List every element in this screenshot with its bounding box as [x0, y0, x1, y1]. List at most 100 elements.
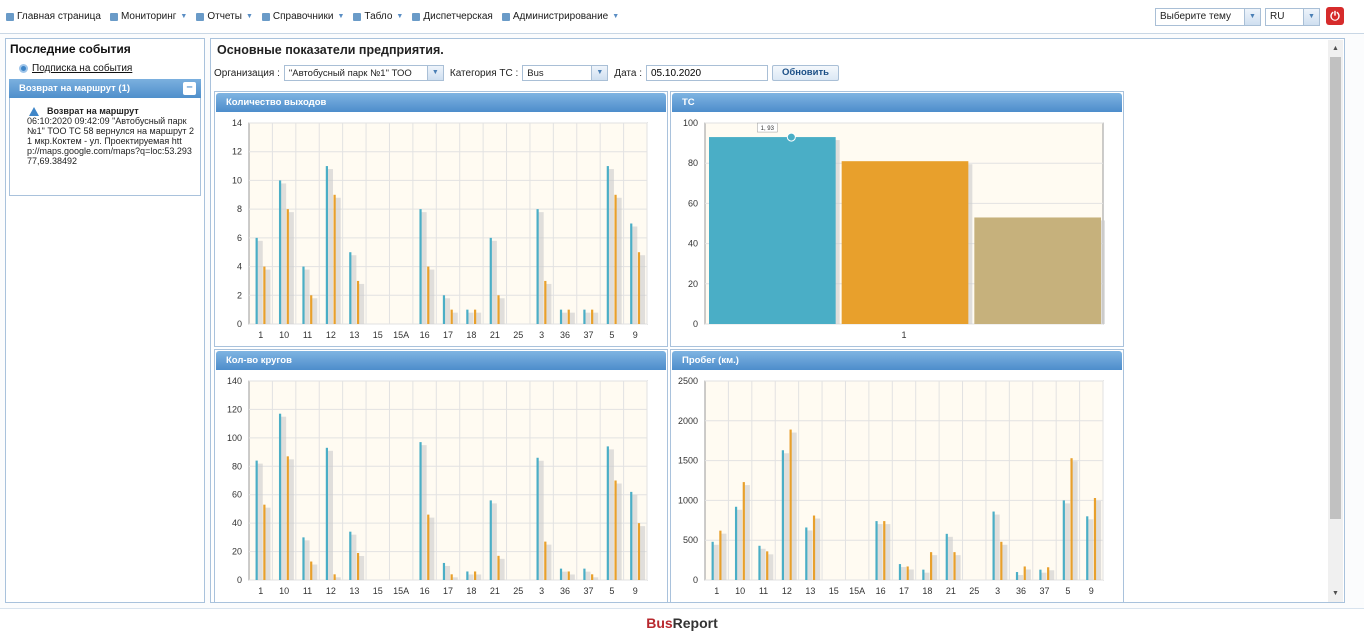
menu-item-label: Главная страница — [17, 11, 101, 22]
bar — [466, 571, 469, 580]
bar-shadow — [499, 558, 505, 580]
bullet-icon — [19, 64, 28, 73]
x-tick-label: 1 — [901, 330, 906, 340]
organization-select[interactable]: "Автобусный парк №1" ТОО ▼ — [283, 65, 444, 81]
event-group-header[interactable]: Возврат на маршрут (1) – — [9, 79, 201, 98]
y-tick-label: 2500 — [678, 376, 698, 386]
event-title-text: Возврат на маршрут — [47, 106, 139, 116]
plot-area — [704, 380, 1104, 581]
bar-shadow — [475, 312, 482, 324]
bar-shadow — [351, 255, 357, 324]
x-tick-label: 25 — [513, 330, 523, 340]
x-tick-label: 10 — [735, 586, 745, 596]
y-tick-label: 0 — [237, 575, 242, 585]
bar — [1000, 541, 1003, 580]
bar-shadow — [632, 494, 638, 580]
refresh-button[interactable]: Обновить — [772, 65, 839, 81]
report-icon — [196, 12, 205, 21]
bar-shadow — [1041, 572, 1047, 580]
menu-item-3[interactable]: Справочники ▼ — [261, 11, 344, 22]
bar-shadow — [713, 544, 719, 580]
bar — [419, 209, 422, 324]
language-select[interactable]: RU ▼ — [1265, 8, 1320, 26]
bar-shadow — [814, 518, 821, 580]
x-tick-label: 37 — [1039, 586, 1049, 596]
scrollbar[interactable]: ▲ ▼ — [1328, 40, 1343, 602]
x-tick-label: 15А — [849, 586, 865, 596]
x-tick-label: 36 — [560, 586, 570, 596]
bar-shadow — [452, 312, 458, 324]
bar-shadow — [994, 514, 1000, 580]
bar-shadow — [561, 571, 568, 580]
subscribe-events-link[interactable]: Подписка на события — [19, 63, 204, 74]
category-select-value: Bus — [527, 68, 544, 79]
bar — [450, 309, 453, 324]
bar — [255, 460, 258, 580]
chevron-down-icon[interactable]: ▼ — [1303, 9, 1319, 25]
bar — [766, 551, 769, 580]
bar — [442, 562, 446, 580]
bar-shadow — [475, 574, 482, 580]
bar-shadow — [335, 577, 341, 580]
chevron-down-icon: ▼ — [396, 13, 404, 20]
bar-shadow — [421, 445, 427, 580]
chevron-down-icon[interactable]: ▼ — [426, 66, 443, 80]
point-marker — [786, 132, 796, 142]
bar — [883, 521, 886, 580]
bar — [1086, 516, 1089, 580]
bar-shadow — [616, 197, 622, 324]
scroll-up-icon[interactable]: ▲ — [1332, 45, 1339, 52]
bar-shadow — [1049, 570, 1055, 580]
bar-shadow — [444, 565, 451, 580]
chevron-down-icon[interactable]: ▼ — [591, 66, 608, 80]
x-tick-label: 13 — [805, 586, 815, 596]
bar-shadow — [608, 449, 614, 580]
chevron-down-icon[interactable]: ▼ — [1244, 9, 1260, 25]
bar — [789, 429, 792, 580]
bar — [875, 521, 878, 580]
scrollbar-thumb[interactable] — [1330, 57, 1341, 519]
bar — [945, 533, 948, 580]
y-tick-label: 1000 — [678, 495, 698, 505]
theme-select[interactable]: Выберите тему ▼ — [1155, 8, 1261, 26]
menu-item-4[interactable]: Табло ▼ — [353, 11, 403, 22]
menu-item-0[interactable]: Главная страница — [6, 11, 101, 22]
bar — [1047, 567, 1050, 580]
home-icon — [6, 12, 14, 21]
bar — [637, 523, 641, 580]
bar-shadow — [312, 298, 318, 324]
menu-item-2[interactable]: Отчеты ▼ — [196, 11, 253, 22]
x-tick-label: 36 — [560, 330, 570, 340]
power-icon[interactable]: ⏻ — [1326, 7, 1344, 25]
x-tick-label: 13 — [349, 330, 359, 340]
menu-item-5[interactable]: Диспетчерская — [412, 11, 493, 22]
gear-icon — [501, 12, 510, 21]
bar — [630, 223, 633, 324]
bar — [992, 511, 995, 580]
scroll-down-icon[interactable]: ▼ — [1332, 590, 1339, 597]
x-tick-label: 15А — [393, 586, 409, 596]
menu-item-1[interactable]: Мониторинг ▼ — [109, 11, 188, 22]
category-select[interactable]: Bus ▼ — [522, 65, 609, 81]
bar — [614, 480, 617, 580]
bar-shadow — [538, 460, 544, 580]
bar — [325, 447, 328, 580]
bar-shadow — [429, 517, 435, 580]
bar-shadow — [744, 485, 750, 580]
collapse-icon[interactable]: – — [183, 82, 196, 95]
chevron-down-icon: ▼ — [180, 13, 188, 20]
bar-shadow — [616, 483, 622, 580]
bar-shadow — [351, 534, 357, 580]
bar — [497, 295, 500, 324]
bar-shadow — [877, 524, 883, 580]
bar — [473, 309, 477, 324]
menu-item-6[interactable]: Администрирование ▼ — [501, 11, 619, 22]
bar — [591, 309, 594, 324]
bar — [929, 552, 933, 580]
x-tick-label: 18 — [466, 586, 476, 596]
bar-shadow — [885, 524, 891, 580]
x-tick-label: 15 — [373, 586, 383, 596]
bar — [489, 237, 492, 324]
bar-shadow — [561, 312, 568, 324]
date-input[interactable] — [646, 65, 768, 81]
